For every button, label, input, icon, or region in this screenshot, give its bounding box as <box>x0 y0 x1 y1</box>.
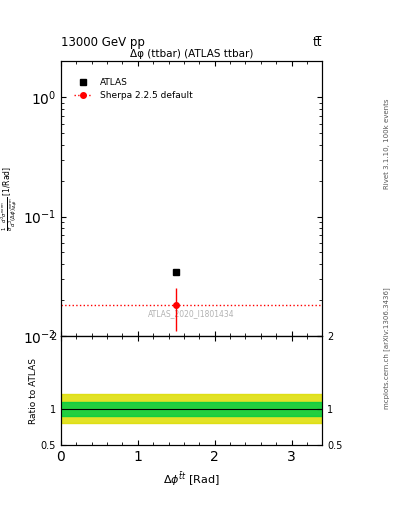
Text: tt̅: tt̅ <box>313 36 322 49</box>
Text: 13000 GeV pp: 13000 GeV pp <box>61 36 145 49</box>
Y-axis label: $\frac{1}{\sigma}\frac{d^2\sigma^{norm}}{d^2(\Delta\phi)^{norm}_{(\Delta\phi)}}$: $\frac{1}{\sigma}\frac{d^2\sigma^{norm}}… <box>0 166 20 231</box>
Y-axis label: Ratio to ATLAS: Ratio to ATLAS <box>29 357 38 423</box>
Text: ATLAS_2020_I1801434: ATLAS_2020_I1801434 <box>148 309 235 318</box>
Legend: ATLAS, Sherpa 2.2.5 default: ATLAS, Sherpa 2.2.5 default <box>71 74 196 104</box>
X-axis label: $\Delta\phi^{\bar{t}t}$ [Rad]: $\Delta\phi^{\bar{t}t}$ [Rad] <box>163 470 220 487</box>
Text: Rivet 3.1.10, 100k events: Rivet 3.1.10, 100k events <box>384 98 390 188</box>
Title: Δφ (ttbar) (ATLAS ttbar): Δφ (ttbar) (ATLAS ttbar) <box>130 49 253 59</box>
Text: mcplots.cern.ch [arXiv:1306.3436]: mcplots.cern.ch [arXiv:1306.3436] <box>384 287 391 409</box>
